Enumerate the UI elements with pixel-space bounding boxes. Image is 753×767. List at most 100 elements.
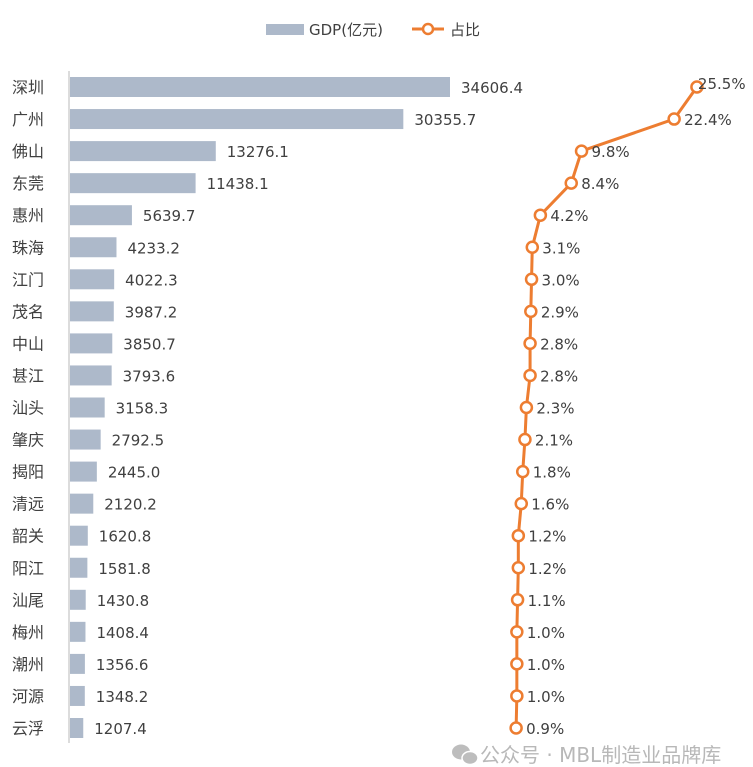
gdp-bar bbox=[70, 109, 404, 130]
share-marker bbox=[510, 593, 525, 607]
share-value-label: 3.0% bbox=[542, 271, 580, 289]
wechat-icon bbox=[452, 744, 479, 766]
gdp-value-label: 1581.8 bbox=[98, 560, 151, 578]
watermark: 公众号 · MBL制造业品牌库 bbox=[452, 743, 721, 767]
share-marker bbox=[523, 368, 537, 383]
watermark-text: 公众号 · MBL制造业品牌库 bbox=[480, 743, 721, 767]
gdp-bar bbox=[70, 173, 196, 194]
gdp-value-label: 2120.2 bbox=[104, 496, 157, 514]
gdp-bar bbox=[70, 77, 450, 97]
share-marker bbox=[519, 400, 534, 415]
category-label: 珠海 bbox=[12, 238, 44, 257]
share-value-label: 3.1% bbox=[542, 239, 580, 257]
share-value-label: 2.8% bbox=[540, 367, 578, 385]
category-label: 甚江 bbox=[12, 366, 44, 385]
share-value-label: 1.0% bbox=[527, 688, 565, 706]
share-marker bbox=[667, 112, 681, 126]
gdp-value-label: 5639.7 bbox=[143, 207, 196, 225]
gdp-bar bbox=[70, 685, 85, 706]
legend-bar-swatch bbox=[266, 24, 304, 35]
category-label: 东莞 bbox=[12, 174, 44, 193]
share-value-label: 25.5% bbox=[698, 75, 746, 93]
gdp-bar bbox=[70, 589, 86, 610]
category-label: 潮州 bbox=[12, 655, 44, 674]
gdp-value-label: 3850.7 bbox=[123, 335, 176, 353]
category-label: 广州 bbox=[12, 110, 44, 129]
gdp-value-label: 34606.4 bbox=[461, 79, 523, 97]
legend-line-label: 占比 bbox=[450, 21, 480, 39]
share-value-label: 2.8% bbox=[540, 335, 578, 353]
gdp-bar bbox=[70, 557, 88, 578]
gdp-bar bbox=[70, 718, 84, 738]
category-label: 韶关 bbox=[12, 527, 44, 546]
share-value-label: 0.9% bbox=[526, 720, 564, 738]
gdp-bar bbox=[70, 429, 101, 450]
gdp-value-label: 2445.0 bbox=[108, 464, 160, 482]
gdp-bar bbox=[70, 653, 85, 674]
category-label: 江门 bbox=[12, 270, 44, 289]
gdp-value-label: 4233.2 bbox=[127, 239, 179, 257]
category-label: 惠州 bbox=[12, 206, 44, 225]
category-label: 佛山 bbox=[12, 142, 44, 161]
share-marker bbox=[510, 689, 524, 703]
bars-group: 深圳 34606.4 广州 30355.7 佛山 13276.1 东莞 11438.1 惠州 56… bbox=[12, 77, 523, 738]
share-value-label: 1.0% bbox=[527, 656, 565, 674]
share-value-label: 1.6% bbox=[531, 496, 569, 514]
category-label: 揭阳 bbox=[12, 463, 44, 482]
share-marker bbox=[533, 208, 548, 222]
gdp-value-label: 1620.8 bbox=[99, 528, 151, 546]
legend-bar-label: GDP(亿元) bbox=[309, 21, 383, 39]
gdp-bar bbox=[70, 237, 117, 258]
gdp-bar bbox=[70, 493, 94, 514]
gdp-value-label: 3793.6 bbox=[123, 367, 176, 385]
gdp-value-label: 1356.6 bbox=[96, 656, 149, 674]
share-marker bbox=[690, 80, 704, 94]
category-label: 清远 bbox=[12, 495, 44, 514]
share-marker bbox=[511, 528, 526, 543]
share-value-label: 1.2% bbox=[528, 528, 566, 546]
gdp-bar bbox=[70, 333, 113, 354]
gdp-bar bbox=[70, 461, 97, 482]
category-label: 汕尾 bbox=[12, 591, 44, 610]
category-label: 云浮 bbox=[12, 719, 44, 738]
gdp-value-label: 11438.1 bbox=[207, 175, 269, 193]
share-value-label: 2.9% bbox=[541, 303, 579, 321]
legend-line-marker bbox=[421, 22, 435, 36]
share-marker bbox=[515, 464, 530, 479]
gdp-bar bbox=[70, 141, 216, 162]
category-label: 梅州 bbox=[12, 623, 44, 642]
share-value-label: 1.0% bbox=[527, 624, 565, 642]
legend: GDP(亿元) 占比 bbox=[266, 21, 480, 39]
gdp-value-label: 1430.8 bbox=[97, 592, 150, 610]
gdp-bar bbox=[70, 301, 114, 322]
gdp-value-label: 3158.3 bbox=[116, 400, 169, 418]
share-value-label: 22.4% bbox=[684, 111, 732, 129]
share-marker bbox=[510, 625, 524, 639]
share-line-group: 25.5% 22.4% 9.8% 8.4% 4.2% 3.1% 3.0% 2.9% 2.8% 2.… bbox=[509, 75, 746, 738]
category-label: 河源 bbox=[12, 687, 44, 706]
share-value-label: 2.3% bbox=[536, 400, 574, 418]
share-marker bbox=[564, 176, 578, 190]
share-marker bbox=[511, 561, 526, 575]
share-marker bbox=[518, 432, 532, 447]
share-marker bbox=[514, 496, 529, 511]
category-label: 茂名 bbox=[12, 302, 44, 321]
gdp-value-label: 3987.2 bbox=[125, 303, 177, 321]
gdp-bar bbox=[70, 525, 88, 546]
share-value-label: 2.1% bbox=[535, 432, 573, 450]
share-value-label: 9.8% bbox=[592, 143, 630, 161]
share-marker bbox=[523, 336, 537, 351]
gdp-bar bbox=[70, 269, 115, 290]
gdp-bar bbox=[70, 365, 112, 386]
gdp-value-label: 30355.7 bbox=[414, 111, 476, 129]
share-value-label: 1.8% bbox=[533, 464, 571, 482]
share-marker bbox=[574, 144, 589, 158]
gdp-bar bbox=[70, 205, 132, 226]
share-value-label: 1.2% bbox=[528, 560, 566, 578]
category-label: 肇庆 bbox=[12, 431, 44, 450]
share-marker bbox=[510, 657, 524, 671]
category-label: 中山 bbox=[12, 334, 44, 353]
gdp-value-label: 1408.4 bbox=[96, 624, 149, 642]
share-marker bbox=[524, 272, 539, 287]
